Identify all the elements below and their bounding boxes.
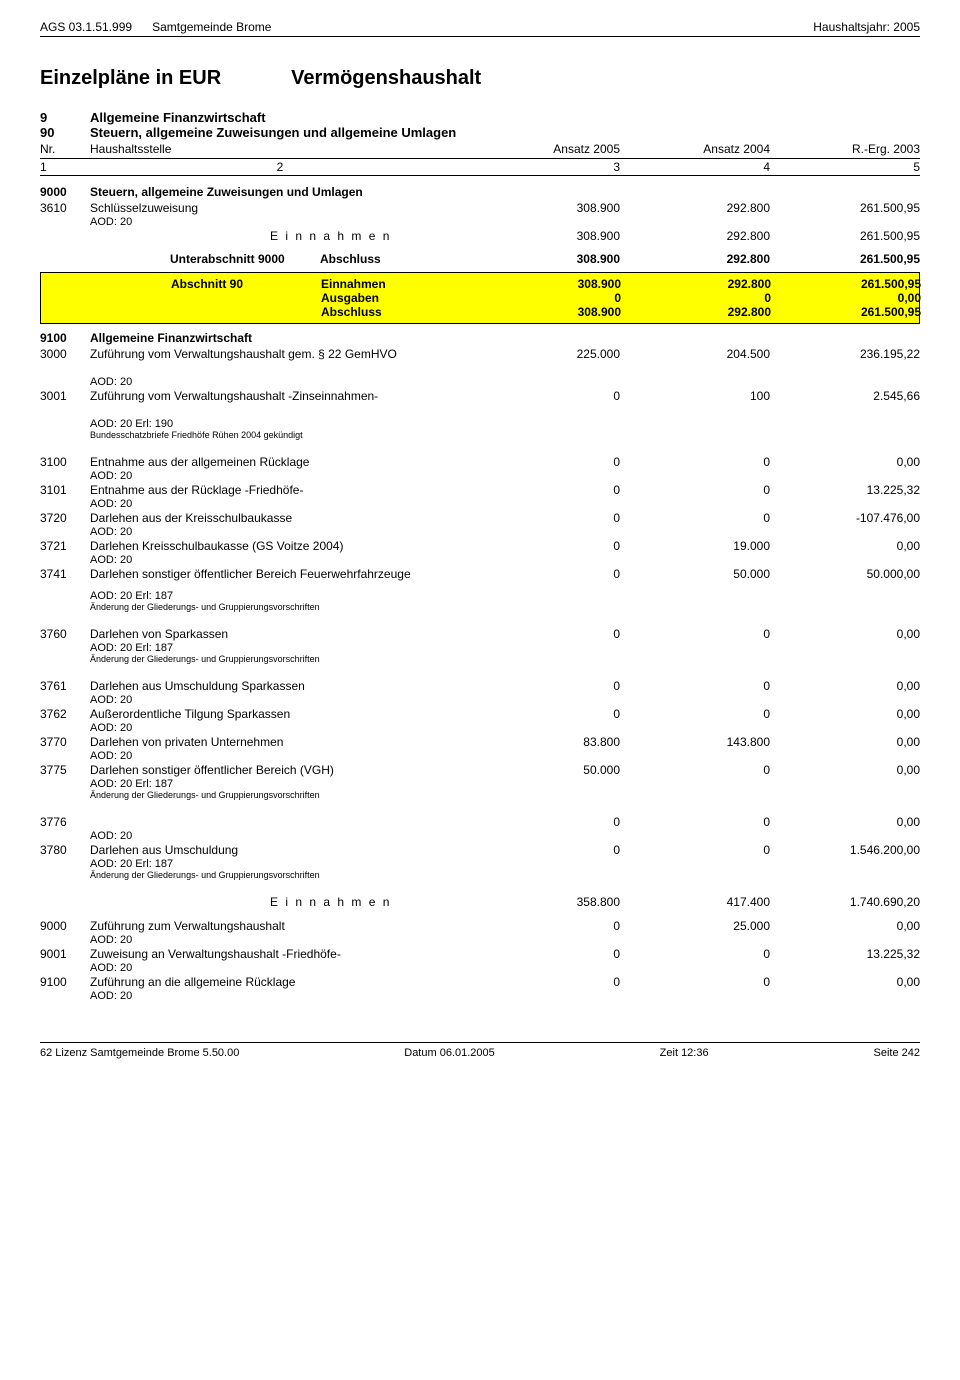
- haushaltsjahr: Haushaltsjahr: 2005: [813, 20, 920, 34]
- row-3100-aod: AOD: 20: [40, 470, 920, 482]
- page-header: AGS 03.1.51.999 Samtgemeinde Brome Haush…: [40, 20, 920, 37]
- row-3100: 3100 Entnahme aus der allgemeinen Rückla…: [40, 454, 920, 470]
- row-3741-note: Änderung der Gliederungs- und Gruppierun…: [40, 602, 920, 612]
- row-3775: 3775 Darlehen sonstiger öffentlicher Ber…: [40, 762, 920, 778]
- row-3741-aod: AOD: 20 Erl: 187: [40, 590, 920, 602]
- footer-license: 62 Lizenz Samtgemeinde Brome 5.50.00: [40, 1047, 239, 1059]
- abschnitt-90-highlight: Abschnitt 90 Einnahmen 308.900 292.800 2…: [40, 272, 920, 324]
- row-3001-aod-pre: AOD: 20: [40, 376, 920, 388]
- row-3780: 3780 Darlehen aus Umschuldung 0 0 1.546.…: [40, 842, 920, 858]
- row-3101-aod: AOD: 20: [40, 498, 920, 510]
- section-90: 90 Steuern, allgemeine Zuweisungen und a…: [40, 125, 920, 140]
- row-3761: 3761 Darlehen aus Umschuldung Sparkassen…: [40, 678, 920, 694]
- einnahmen-1: E i n n a h m e n 308.900 292.800 261.50…: [40, 228, 920, 244]
- row-3770: 3770 Darlehen von privaten Unternehmen 8…: [40, 734, 920, 750]
- title-left: Einzelpläne in EUR: [40, 67, 221, 90]
- row-3720-aod: AOD: 20: [40, 526, 920, 538]
- row-3780-aod: AOD: 20 Erl: 187: [40, 858, 920, 870]
- ags-code: AGS 03.1.51.999: [40, 20, 132, 34]
- row-9000b-aod: AOD: 20: [40, 934, 920, 946]
- row-3775-aod: AOD: 20 Erl: 187: [40, 778, 920, 790]
- row-3101: 3101 Entnahme aus der Rücklage -Friedhöf…: [40, 482, 920, 498]
- row-3001-note: Bundesschatzbriefe Friedhöfe Rühen 2004 …: [40, 430, 920, 440]
- row-9100b-aod: AOD: 20: [40, 990, 920, 1002]
- row-3721-aod: AOD: 20: [40, 554, 920, 566]
- row-3762: 3762 Außerordentliche Tilgung Sparkassen…: [40, 706, 920, 722]
- row-3775-note: Änderung der Gliederungs- und Gruppierun…: [40, 790, 920, 800]
- row-9001: 9001 Zuweisung an Verwaltungshaushalt -F…: [40, 946, 920, 962]
- section-9-label: Allgemeine Finanzwirtschaft: [90, 110, 920, 125]
- row-9000b: 9000 Zuführung zum Verwaltungshaushalt 0…: [40, 918, 920, 934]
- page-title-row: Einzelpläne in EUR Vermögenshaushalt: [40, 67, 920, 90]
- row-3720: 3720 Darlehen aus der Kreisschulbaukasse…: [40, 510, 920, 526]
- footer-page: Seite 242: [874, 1047, 920, 1059]
- section-90-label: Steuern, allgemeine Zuweisungen und allg…: [90, 125, 920, 140]
- row-3001: 3001 Zuführung vom Verwaltungshaushalt -…: [40, 388, 920, 404]
- col-2003: R.-Erg. 2003: [770, 142, 920, 156]
- row-3000: 3000 Zuführung vom Verwaltungshaushalt g…: [40, 346, 920, 362]
- row-3770-aod: AOD: 20: [40, 750, 920, 762]
- col-stelle: Haushaltsstelle: [90, 142, 470, 156]
- column-nums: 1 2 3 4 5: [40, 159, 920, 176]
- title-right: Vermögenshaushalt: [291, 67, 481, 90]
- row-3760: 3760 Darlehen von Sparkassen 0 0 0,00: [40, 626, 920, 642]
- col-2005: Ansatz 2005: [470, 142, 620, 156]
- page-footer: 62 Lizenz Samtgemeinde Brome 5.50.00 Dat…: [40, 1042, 920, 1059]
- row-9100b: 9100 Zuführung an die allgemeine Rücklag…: [40, 974, 920, 990]
- column-header: Nr. Haushaltsstelle Ansatz 2005 Ansatz 2…: [40, 142, 920, 159]
- row-3762-aod: AOD: 20: [40, 722, 920, 734]
- row-3761-aod: AOD: 20: [40, 694, 920, 706]
- footer-time: Zeit 12:36: [660, 1047, 709, 1059]
- col-2004: Ansatz 2004: [620, 142, 770, 156]
- group-9100: 9100 Allgemeine Finanzwirtschaft: [40, 330, 920, 346]
- row-3776-aod: AOD: 20: [40, 830, 920, 842]
- section-90-num: 90: [40, 125, 90, 140]
- row-3001-aod2: AOD: 20 Erl: 190: [40, 418, 920, 430]
- row-3760-note: Änderung der Gliederungs- und Gruppierun…: [40, 654, 920, 664]
- footer-date: Datum 06.01.2005: [404, 1047, 495, 1059]
- row-3741: 3741 Darlehen sonstiger öffentlicher Ber…: [40, 566, 920, 582]
- group-9000: 9000 Steuern, allgemeine Zuweisungen und…: [40, 184, 920, 200]
- col-nr: Nr.: [40, 142, 90, 156]
- gemeinde-name: Samtgemeinde Brome: [152, 20, 271, 34]
- row-3610-aod: AOD: 20: [40, 216, 920, 228]
- row-3610: 3610 Schlüsselzuweisung 308.900 292.800 …: [40, 200, 920, 216]
- section-9-num: 9: [40, 110, 90, 125]
- unterabschnitt-9000: Unterabschnitt 9000 Abschluss 308.900 29…: [40, 252, 920, 266]
- row-3776: 3776 0 0 0,00: [40, 814, 920, 830]
- row-3760-aod: AOD: 20 Erl: 187: [40, 642, 920, 654]
- row-3780-note: Änderung der Gliederungs- und Gruppierun…: [40, 870, 920, 880]
- einnahmen-2: E i n n a h m e n 358.800 417.400 1.740.…: [40, 894, 920, 910]
- section-9: 9 Allgemeine Finanzwirtschaft: [40, 110, 920, 125]
- row-9001-aod: AOD: 20: [40, 962, 920, 974]
- row-3721: 3721 Darlehen Kreisschulbaukasse (GS Voi…: [40, 538, 920, 554]
